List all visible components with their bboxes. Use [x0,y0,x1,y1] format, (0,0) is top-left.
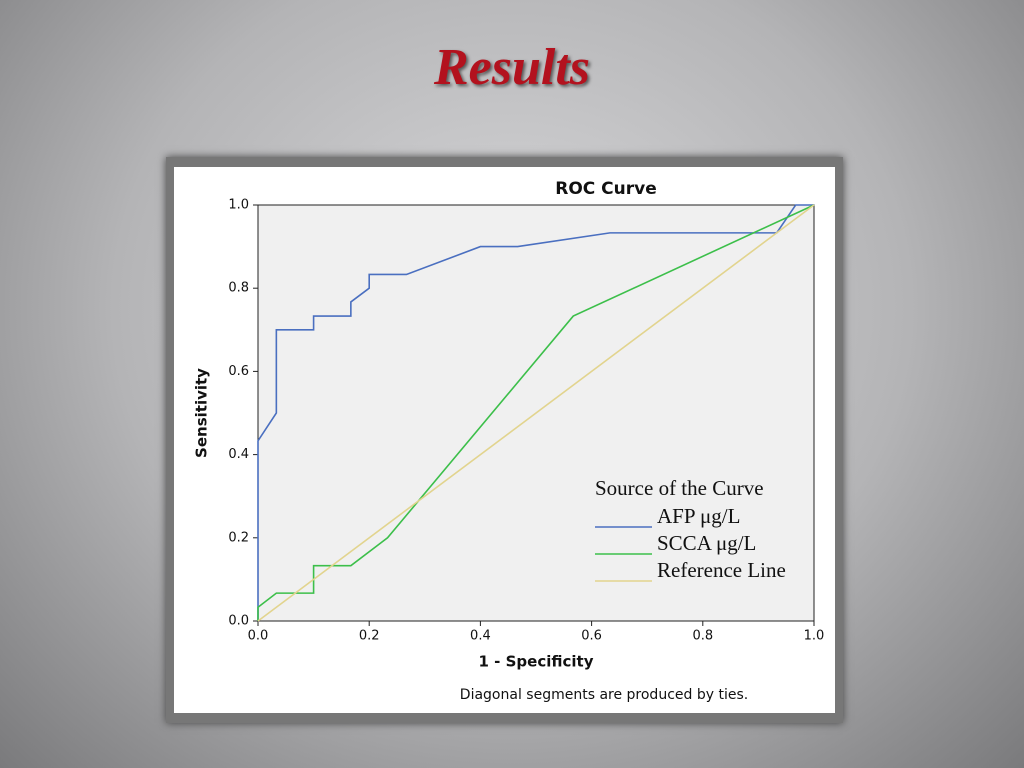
slide-title: Results [433,39,591,96]
x-tick-label: 0.6 [581,629,602,644]
legend-label: Reference Line [657,558,786,582]
legend-label: SCCA μg/L [657,531,756,555]
chart: ROC Curve 1 - Specificity Sensitivity Di… [174,167,835,713]
y-tick-label: 0.0 [228,614,249,629]
x-axis-label: 1 - Specificity [479,653,594,671]
chart-title: ROC Curve [555,179,657,199]
legend-label: AFP μg/L [657,504,740,528]
y-tick-label: 0.4 [228,447,249,462]
roc-line [257,204,814,621]
y-tick-label: 0.8 [228,281,249,296]
y-axis-label: Sensitivity [193,368,211,458]
roc-line [257,204,815,622]
y-tick-label: 0.2 [228,530,249,545]
x-tick-label: 0.8 [692,629,713,644]
x-tick-label: 0.2 [359,629,380,644]
y-tick-label: 0.6 [228,364,249,379]
legend-title: Source of the Curve [595,476,764,500]
y-tick-label: 1.0 [228,198,249,213]
footnote: Diagonal segments are produced by ties. [460,687,748,703]
x-tick-label: 1.0 [804,629,825,644]
x-tick-label: 0.0 [248,629,269,644]
roc-line [257,204,815,621]
x-tick-label: 0.4 [470,629,491,644]
